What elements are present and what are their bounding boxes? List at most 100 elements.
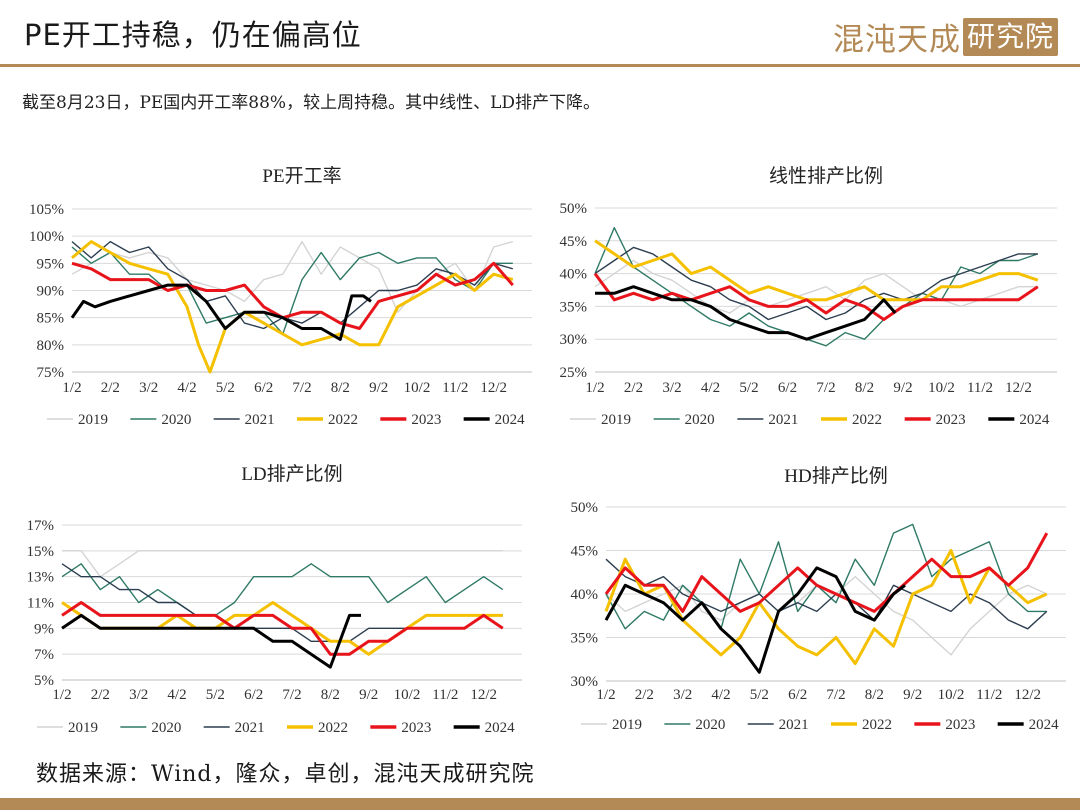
x-tick-label: 6/2 (778, 380, 797, 396)
series-line-2021 (594, 246, 1038, 321)
legend-label-2021: 2021 (779, 717, 809, 733)
x-tick-label: 2/2 (91, 687, 110, 703)
chart-title: HD排产比例 (784, 465, 887, 487)
x-tick-label: 1/2 (62, 380, 81, 396)
legend-label-2021: 2021 (245, 412, 275, 428)
legend-label-2023: 2023 (411, 412, 441, 428)
y-tick-label: 50% (560, 201, 588, 217)
x-tick-label: 9/2 (903, 687, 922, 703)
chart-svg: HD排产比例 30% 35% 40% 45% 50% 1/2 2/2 3/2 4/2 5/2 6/2 7… (571, 465, 1066, 733)
legend-label-2023: 2023 (401, 720, 431, 736)
series-line-2023 (71, 261, 514, 330)
y-tick-label: 15% (27, 544, 55, 560)
y-tick-label: 9% (34, 621, 54, 637)
legend-label-2020: 2020 (151, 720, 181, 736)
y-tick-label: 75% (37, 365, 65, 381)
x-tick-label: 9/2 (369, 380, 388, 396)
x-tick-label: 11/2 (967, 380, 993, 396)
legend-label-2019: 2019 (612, 717, 642, 733)
x-tick-label: 11/2 (432, 687, 458, 703)
legend-label-2021: 2021 (235, 720, 265, 736)
x-tick-label: 7/2 (816, 380, 835, 396)
y-tick-label: 45% (560, 234, 588, 250)
chart-hd-ratio: HD排产比例 30% 35% 40% 45% 50% 1/2 2/2 3/2 4/2 5/2 6/2 7… (540, 455, 1080, 755)
x-tick-label: 6/2 (254, 380, 273, 396)
x-tick-label: 9/2 (893, 380, 912, 396)
legend-label-2023: 2023 (936, 412, 966, 428)
brand-box: 研究院 (962, 17, 1058, 56)
y-tick-label: 35% (560, 299, 588, 315)
series-line-2022 (594, 239, 1039, 302)
brand-text: 混沌天成 (832, 22, 961, 58)
y-tick-label: 25% (560, 365, 588, 381)
x-tick-label: 8/2 (855, 380, 874, 396)
legend-label-2022: 2022 (852, 412, 882, 428)
x-tick-label: 7/2 (282, 687, 301, 703)
x-tick-label: 8/2 (331, 380, 350, 396)
series-line-2021 (71, 240, 513, 330)
legend-label-2020: 2020 (695, 717, 725, 733)
y-tick-label: 105% (29, 202, 64, 218)
y-tick-label: 40% (560, 267, 588, 283)
x-tick-label: 4/2 (177, 380, 196, 396)
legend-label-2022: 2022 (328, 412, 358, 428)
x-tick-label: 2/2 (635, 687, 654, 703)
series-line-2020 (605, 523, 1047, 630)
header: PE开工持稳，仍在偏高位 混沌天成 研究院 (0, 0, 1080, 67)
x-tick-label: 3/2 (662, 380, 681, 396)
series-line-2024 (70, 283, 372, 341)
x-tick-label: 7/2 (826, 687, 845, 703)
x-tick-label: 4/2 (701, 380, 720, 396)
x-tick-label: 2/2 (624, 380, 643, 396)
x-tick-label: 6/2 (244, 687, 263, 703)
x-tick-label: 11/2 (976, 687, 1002, 703)
data-source: 数据来源：Wind，隆众，卓创，混沌天成研究院 (36, 762, 535, 787)
y-tick-label: 90% (37, 284, 65, 300)
legend-label-2019: 2019 (601, 412, 631, 428)
legend-label-2022: 2022 (318, 720, 348, 736)
legend-label-2020: 2020 (685, 412, 715, 428)
x-tick-label: 1/2 (596, 687, 615, 703)
y-tick-label: 95% (37, 256, 65, 272)
x-tick-label: 2/2 (101, 380, 120, 396)
chart-pe-operating-rate: PE开工率 75% 80% 85% 90% 95% 100% 105% 1/2 2/2 3/2 4/2… (0, 150, 540, 450)
x-tick-label: 3/2 (139, 380, 158, 396)
x-tick-label: 12/2 (1005, 380, 1032, 396)
footer-bar (0, 798, 1080, 810)
series-line-2024 (604, 566, 906, 674)
series-line-2022 (71, 240, 514, 374)
x-tick-label: 5/2 (206, 687, 225, 703)
y-tick-label: 13% (27, 570, 55, 586)
x-tick-label: 9/2 (359, 687, 378, 703)
x-tick-label: 7/2 (292, 380, 311, 396)
series-line-2023 (61, 601, 504, 656)
x-tick-label: 5/2 (750, 687, 769, 703)
series-line-2024 (595, 285, 897, 341)
legend-label-2019: 2019 (68, 720, 98, 736)
x-tick-label: 4/2 (167, 687, 186, 703)
series-line-2019 (594, 259, 1038, 314)
legend-label-2024: 2024 (495, 412, 525, 428)
x-tick-label: 12/2 (1014, 687, 1041, 703)
chart-title: LD排产比例 (241, 463, 342, 485)
x-tick-label: 3/2 (129, 687, 148, 703)
legend-label-2024: 2024 (485, 720, 515, 736)
series-line-2020 (71, 246, 513, 335)
x-tick-label: 10/2 (394, 687, 421, 703)
legend-label-2021: 2021 (768, 412, 798, 428)
y-tick-label: 17% (27, 518, 55, 534)
legend-label-2020: 2020 (161, 412, 191, 428)
chart-title: PE开工率 (262, 165, 341, 187)
legend-label-2024: 2024 (1019, 412, 1050, 428)
chart-lldpe-ratio: 线性排产比例 25% 30% 35% 40% 45% 50% 1/2 2/2 3/2 4/2 5/2 6… (540, 150, 1080, 450)
y-tick-label: 100% (29, 229, 64, 245)
x-tick-label: 10/2 (404, 380, 431, 396)
summary-text: 截至8月23日，PE国内开工率88%，较上周持稳。其中线性、LD排产下降。 (22, 93, 600, 113)
y-tick-label: 85% (37, 311, 65, 327)
series-line-2019 (62, 550, 503, 578)
series-line-2020 (61, 563, 504, 617)
y-tick-label: 35% (571, 631, 599, 647)
y-tick-label: 5% (34, 673, 54, 689)
header-rule (0, 64, 1080, 67)
y-tick-label: 11% (27, 596, 54, 612)
